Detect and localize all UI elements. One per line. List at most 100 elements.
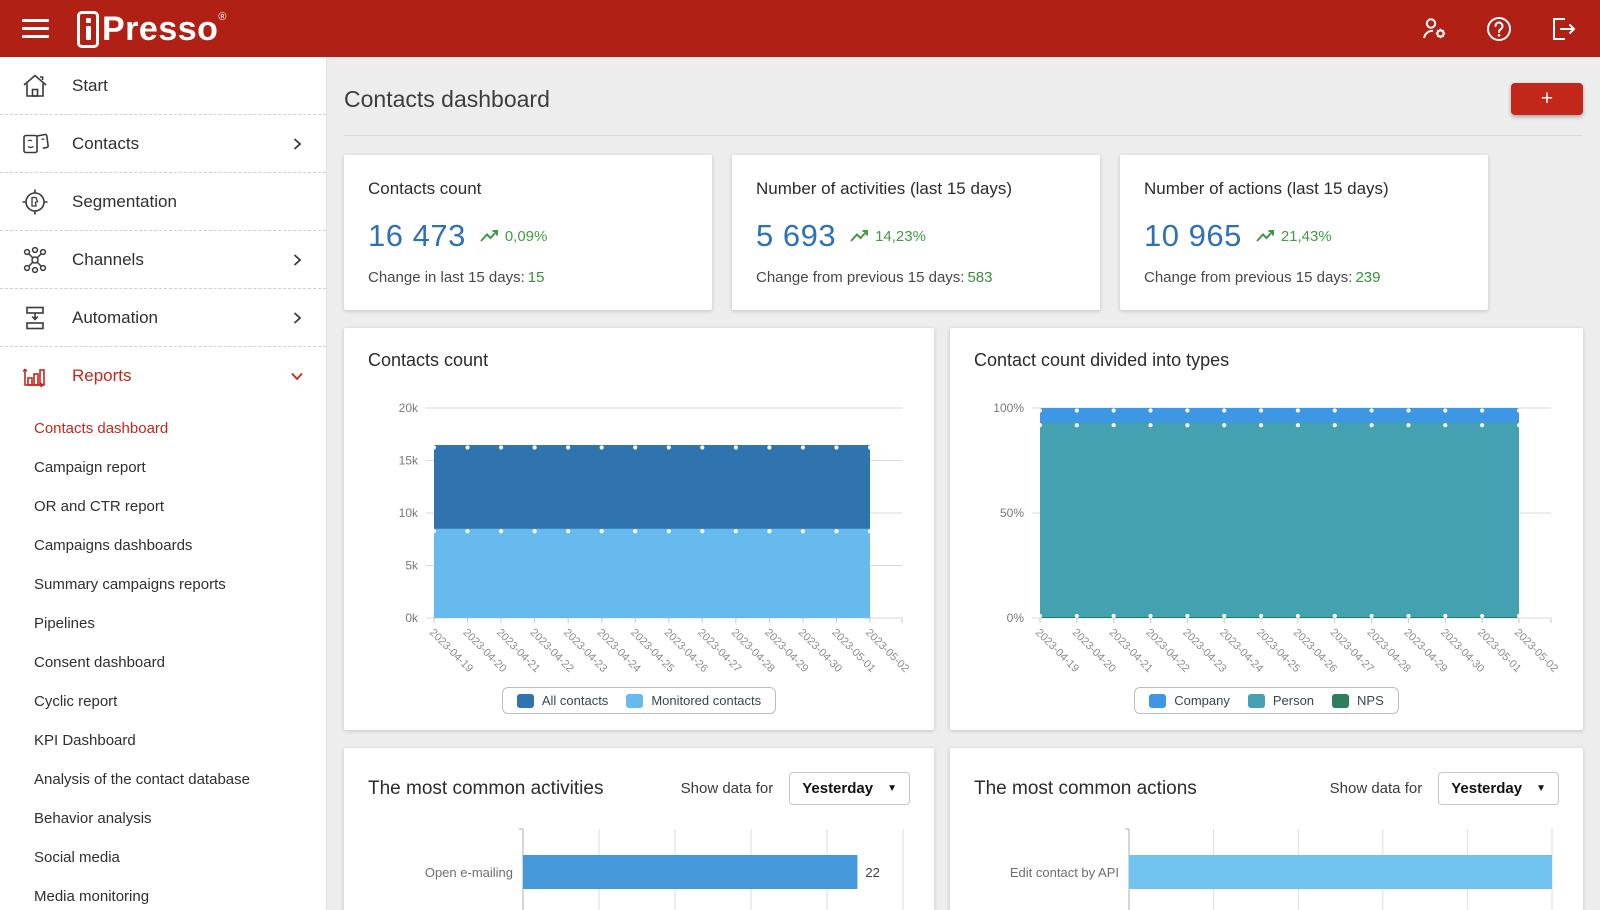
caret-down-icon: ▼ [887,783,897,794]
show-data-for-select[interactable]: Yesterday ▼ [789,772,910,805]
svg-text:0k: 0k [405,611,419,625]
legend-item[interactable]: NPS [1332,693,1384,708]
contact-types-chart-card: Contact count divided into types 0% 50% 10… [950,328,1583,730]
chart-legend: Company Person NPS [974,687,1559,714]
stat-trend: 14,23% [850,228,926,245]
add-button[interactable]: + [1511,83,1583,115]
svg-text:Edit contact by API: Edit contact by API [1010,865,1119,880]
sidebar-item-label: Segmentation [72,191,177,211]
page-header: Contacts dashboard + [344,57,1583,136]
reports-submenu: Contacts dashboard Campaign report OR and … [0,405,326,910]
sidebar-item-contacts[interactable]: Contacts [0,115,326,173]
sidebar-item-segmentation[interactable]: Segmentation [0,173,326,231]
legend-swatch [1149,693,1167,708]
sidebar: Start Contacts [0,57,327,910]
stat-title: Contacts count [368,179,482,198]
show-data-for-label: Show data for [680,780,774,797]
logo-text: Presso [102,9,219,48]
chevron-right-icon [293,253,302,266]
sidebar-subitem[interactable]: Campaigns dashboards [34,537,193,554]
sidebar-subitem[interactable]: Social media [34,849,120,866]
show-data-for-label: Show data for [1329,780,1423,797]
stat-trend: 21,43% [1256,228,1332,245]
stat-change: Change from previous 15 days: 239 [1144,269,1381,286]
reports-icon [20,361,58,391]
legend-swatch [516,693,534,708]
contacts-count-chart-card: Contacts count 0k 5k 10k 15k 20k 2023-04-19 20… [344,328,934,730]
stat-value: 16 473 [368,218,466,253]
chart-title: Contacts count [368,350,489,370]
sidebar-item-channels[interactable]: Channels [0,231,326,289]
sidebar-subitem[interactable]: Contacts dashboard [34,420,169,437]
sidebar-subitem[interactable]: Pipelines [34,615,95,632]
menu-icon[interactable] [22,19,49,38]
stat-card-activities: Number of activities (last 15 days) 5 69… [732,155,1100,310]
sidebar-subitem[interactable]: Behavior analysis [34,810,152,827]
main-content: Contacts dashboard + Contacts count 16 4… [327,57,1600,910]
common-actions-bar-chart: Edit contact by API5 [1010,828,1553,910]
svg-text:0%: 0% [1007,611,1025,625]
segmentation-icon [20,187,58,217]
help-icon[interactable] [1484,14,1514,44]
trending-up-icon [850,230,869,242]
page-title: Contacts dashboard [344,85,550,112]
trending-up-icon [1256,230,1274,242]
logo-i-mark [77,10,99,48]
logout-icon[interactable] [1548,14,1578,44]
contacts-icon [20,130,58,158]
stat-change: Change from previous 15 days: 583 [756,269,993,286]
sidebar-item-label: Start [72,75,108,95]
sidebar-subitem[interactable]: Analysis of the contact database [34,771,250,788]
home-icon [20,72,58,100]
sidebar-item-automation[interactable]: Automation [0,289,326,347]
svg-text:100%: 100% [993,401,1024,415]
chart-title: The most common activities [368,777,604,799]
svg-text:10k: 10k [399,506,419,520]
stat-change: Change in last 15 days: 15 [368,269,545,286]
trending-up-icon [480,230,498,242]
sidebar-subitem[interactable]: KPI Dashboard [34,732,136,749]
common-activities-bar-chart: Open e-mailing 22 [425,828,904,910]
svg-text:5k: 5k [405,559,419,573]
legend-item[interactable]: All contacts [516,693,608,708]
chart-title: Contact count divided into types [974,350,1230,370]
bar-charts-row: The most common activities Show data for… [344,748,1583,910]
svg-text:Open e-mailing: Open e-mailing [425,865,513,880]
top-bar: Presso ® [0,0,1600,57]
user-settings-icon[interactable] [1420,14,1450,44]
legend-swatch [626,693,644,708]
svg-text:20k: 20k [399,401,419,415]
stat-title: Number of activities (last 15 days) [756,179,1013,198]
svg-text:50%: 50% [1000,506,1024,520]
sidebar-subitem[interactable]: Consent dashboard [34,654,165,671]
automation-icon [20,303,58,333]
chart-legend: All contacts Monitored contacts [368,687,910,714]
svg-text:15k: 15k [399,454,419,468]
legend-item[interactable]: Monitored contacts [626,693,761,708]
stat-cards-row: Contacts count 16 473 0,09% Change in la… [344,155,1583,310]
legend-swatch [1247,693,1265,708]
chevron-right-icon [293,311,302,324]
sidebar-subitem[interactable]: Cyclic report [34,693,118,710]
sidebar-subitem[interactable]: Summary campaigns reports [34,576,226,593]
logo-registered-mark: ® [218,10,227,23]
sidebar-subitem[interactable]: Campaign report [34,459,146,476]
caret-down-icon: ▼ [1536,783,1546,794]
area-charts-row: Contacts count 0k 5k 10k 15k 20k 2023-04-19 20… [344,328,1583,730]
sidebar-item-label: Contacts [72,133,140,153]
stat-card-actions: Number of actions (last 15 days) 10 965 … [1120,155,1488,310]
show-data-for-select[interactable]: Yesterday ▼ [1438,772,1559,805]
svg-text:22: 22 [865,865,879,880]
stat-value: 10 965 [1144,218,1242,253]
common-activities-card: The most common activities Show data for… [344,748,934,910]
sidebar-item-label: Reports [72,366,132,385]
sidebar-subitem[interactable]: Media monitoring [34,888,150,905]
sidebar-subitem[interactable]: OR and CTR report [34,498,165,515]
sidebar-item-label: Channels [72,249,144,269]
legend-item[interactable]: Company [1149,693,1230,708]
sidebar-item-reports[interactable]: Reports [0,347,326,405]
legend-item[interactable]: Person [1247,693,1314,708]
channels-icon [20,245,58,275]
contact-types-area-chart: 0%50%100%2023-04-192023-04-202023-04-212… [993,401,1559,675]
sidebar-item-start[interactable]: Start [0,57,326,115]
